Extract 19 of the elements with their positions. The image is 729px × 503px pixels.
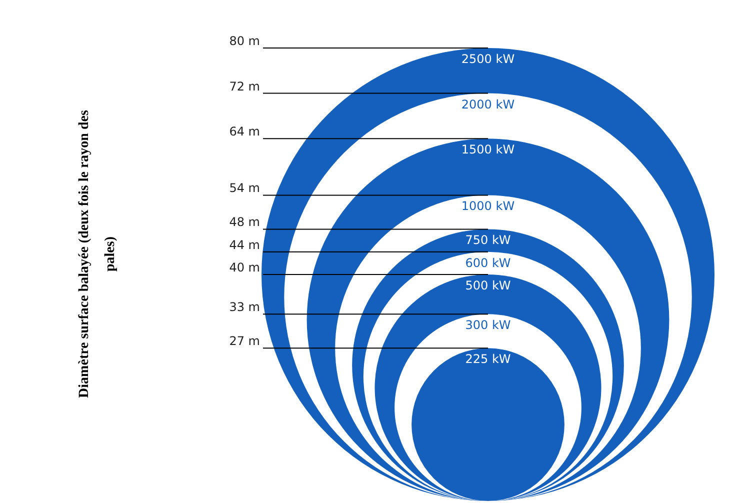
data-label: 64 m bbox=[229, 124, 260, 139]
category-label: 500 kW bbox=[465, 278, 511, 292]
data-label: 48 m bbox=[229, 215, 260, 230]
text: Diamètre surface balayée (deux fois le rayon des pales) bbox=[76, 109, 119, 400]
data-label: 72 m bbox=[229, 79, 260, 94]
data-label: 40 m bbox=[229, 260, 260, 274]
data-label: 33 m bbox=[229, 300, 260, 314]
category-label: 600 kW bbox=[465, 256, 511, 270]
data-label: 80 m bbox=[229, 34, 260, 48]
category-label: 2000 kW bbox=[461, 97, 515, 112]
category-label: 225 kW bbox=[465, 352, 511, 366]
category-label: 1500 kW bbox=[461, 142, 515, 157]
data-label: 27 m bbox=[229, 334, 260, 348]
data-label: 54 m bbox=[229, 181, 260, 196]
category-label: 2500 kW bbox=[461, 52, 515, 66]
data-label: 44 m bbox=[229, 238, 260, 252]
category-label: 750 kW bbox=[465, 233, 511, 248]
category-label: 300 kW bbox=[465, 318, 511, 332]
category-label: 1000 kW bbox=[461, 199, 515, 214]
